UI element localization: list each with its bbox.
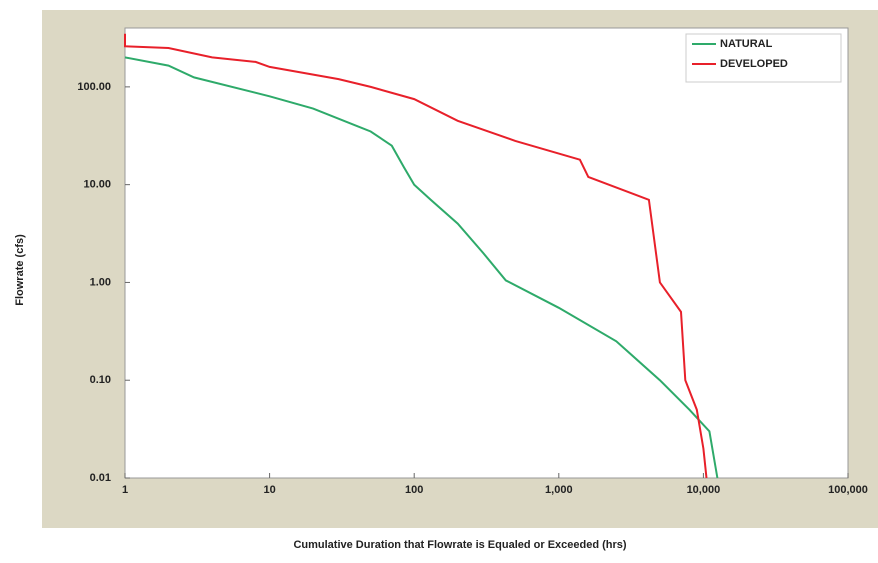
series-line [124, 56, 719, 479]
legend-label: NATURAL [720, 38, 773, 50]
x-tick-label: 10,000 [687, 484, 721, 496]
x-tick-label: 1,000 [545, 484, 573, 496]
legend [685, 33, 842, 83]
x-tick-label: 1 [122, 484, 128, 496]
x-tick-label: 10 [263, 484, 275, 496]
legend-label: DEVELOPED [720, 58, 788, 70]
series-line [124, 33, 708, 479]
y-axis-label: Flowrate (cfs) [14, 234, 26, 306]
y-tick-label: 10.00 [83, 179, 111, 191]
x-tick-label: 100,000 [828, 484, 868, 496]
y-tick-label: 0.10 [90, 374, 111, 386]
plot-area [124, 27, 849, 479]
y-tick-label: 0.01 [90, 472, 111, 484]
x-tick-label: 100 [405, 484, 423, 496]
y-tick-label: 100.00 [77, 81, 111, 93]
x-axis-label: Cumulative Duration that Flowrate is Equ… [293, 539, 626, 551]
y-tick-label: 1.00 [90, 276, 111, 288]
